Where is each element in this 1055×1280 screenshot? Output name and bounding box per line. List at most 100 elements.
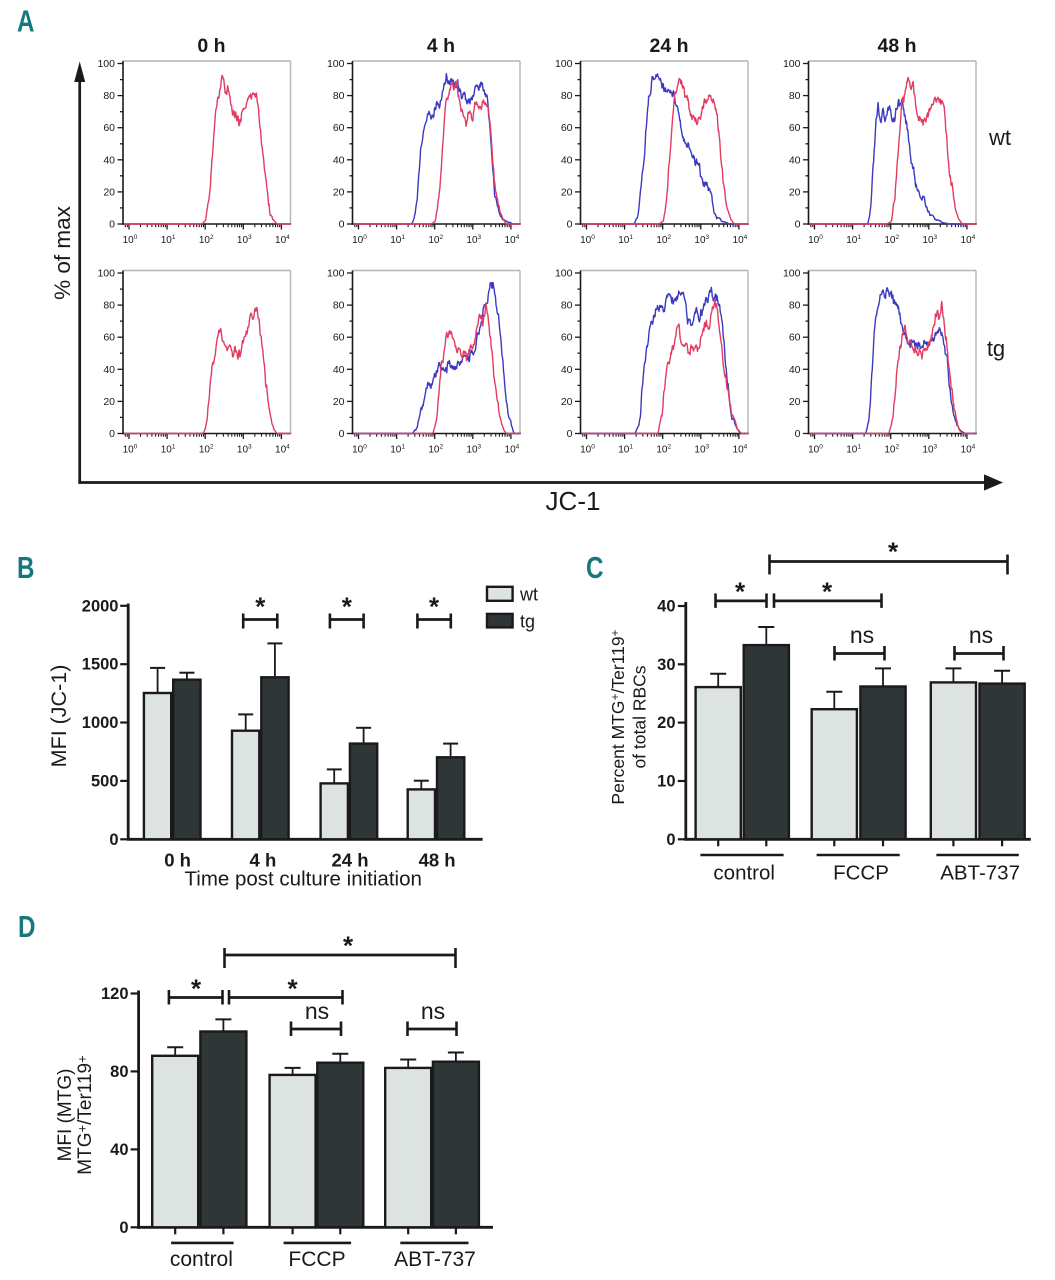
svg-text:60: 60 [103,332,115,344]
svg-text:100: 100 [808,234,823,246]
svg-text:100: 100 [783,268,801,280]
svg-text:40: 40 [561,364,573,376]
svg-text:40: 40 [103,364,115,376]
svg-text:60: 60 [333,332,345,344]
svg-text:103: 103 [922,234,937,246]
svg-text:20: 20 [333,396,345,408]
svg-text:40: 40 [657,598,675,616]
svg-text:0: 0 [795,428,801,440]
svg-text:wt: wt [519,585,538,605]
svg-text:Percent MTG+/Ter119+of total R: Percent MTG+/Ter119+of total RBCs [608,629,650,804]
svg-text:control: control [170,1248,233,1271]
svg-text:*: * [255,592,266,622]
svg-text:80: 80 [110,1063,128,1081]
svg-text:control: control [713,862,775,885]
svg-text:FCCP: FCCP [833,862,889,885]
svg-text:0 h: 0 h [164,850,191,871]
svg-text:ns: ns [969,622,993,648]
svg-text:104: 104 [275,234,290,246]
svg-text:103: 103 [237,444,252,456]
svg-text:40: 40 [110,1141,128,1159]
svg-text:40: 40 [333,154,345,166]
svg-text:80: 80 [561,90,573,102]
svg-text:1500: 1500 [82,656,119,674]
svg-text:ns: ns [421,998,445,1024]
svg-text:101: 101 [390,444,405,456]
svg-text:104: 104 [505,234,520,246]
svg-text:0: 0 [339,219,345,231]
svg-text:100: 100 [555,268,573,280]
svg-text:101: 101 [846,234,861,246]
svg-text:60: 60 [561,122,573,134]
svg-text:0: 0 [119,1219,128,1237]
svg-text:24 h: 24 h [649,35,688,57]
svg-text:20: 20 [789,396,801,408]
svg-text:*: * [342,592,353,622]
svg-text:20: 20 [103,186,115,198]
svg-text:0: 0 [795,219,801,231]
svg-text:100: 100 [580,234,595,246]
svg-text:JC-1: JC-1 [546,486,601,516]
svg-text:ABT-737: ABT-737 [940,862,1020,885]
svg-text:*: * [287,974,298,1004]
svg-text:40: 40 [333,364,345,376]
svg-text:tg: tg [987,336,1005,361]
svg-text:103: 103 [466,234,481,246]
svg-text:103: 103 [694,444,709,456]
svg-text:40: 40 [789,154,801,166]
svg-text:20: 20 [561,186,573,198]
svg-text:2000: 2000 [82,597,119,615]
svg-text:24 h: 24 h [331,850,368,871]
svg-text:100: 100 [97,268,115,280]
svg-text:*: * [735,577,746,607]
svg-text:60: 60 [103,122,115,134]
svg-text:80: 80 [333,90,345,102]
svg-text:101: 101 [846,444,861,456]
svg-text:0: 0 [567,219,573,231]
svg-text:80: 80 [333,300,345,312]
svg-text:103: 103 [922,444,937,456]
svg-text:102: 102 [884,444,899,456]
svg-text:101: 101 [161,444,176,456]
svg-text:C: C [586,550,603,585]
svg-text:0: 0 [109,831,118,849]
svg-text:wt: wt [988,125,1011,150]
svg-text:20: 20 [561,396,573,408]
svg-text:MFI (JC-1): MFI (JC-1) [47,665,71,768]
svg-text:ns: ns [850,622,874,648]
svg-text:80: 80 [561,300,573,312]
svg-text:4 h: 4 h [427,35,455,57]
svg-text:ns: ns [305,998,329,1024]
svg-text:40: 40 [789,364,801,376]
svg-text:101: 101 [390,234,405,246]
svg-text:101: 101 [618,444,633,456]
svg-text:60: 60 [561,332,573,344]
svg-text:60: 60 [333,122,345,134]
svg-text:102: 102 [428,234,443,246]
svg-text:104: 104 [275,444,290,456]
svg-text:0 h: 0 h [197,35,225,57]
svg-text:104: 104 [961,444,976,456]
svg-text:ABT-737: ABT-737 [394,1248,476,1271]
svg-text:100: 100 [783,58,801,70]
svg-text:100: 100 [352,234,367,246]
svg-text:*: * [343,931,354,961]
svg-text:103: 103 [237,234,252,246]
svg-text:102: 102 [199,444,214,456]
svg-text:1000: 1000 [82,714,119,732]
svg-text:104: 104 [733,444,748,456]
svg-text:*: * [191,974,202,1004]
svg-text:20: 20 [657,714,675,732]
svg-text:100: 100 [327,58,345,70]
svg-text:100: 100 [327,268,345,280]
svg-text:120: 120 [101,985,129,1003]
svg-text:100: 100 [97,58,115,70]
svg-text:104: 104 [505,444,520,456]
svg-text:0: 0 [567,428,573,440]
svg-text:100: 100 [352,444,367,456]
svg-text:20: 20 [789,186,801,198]
svg-text:80: 80 [789,300,801,312]
svg-text:80: 80 [789,90,801,102]
svg-text:0: 0 [339,428,345,440]
svg-text:Time post culture initiation: Time post culture initiation [185,868,422,891]
